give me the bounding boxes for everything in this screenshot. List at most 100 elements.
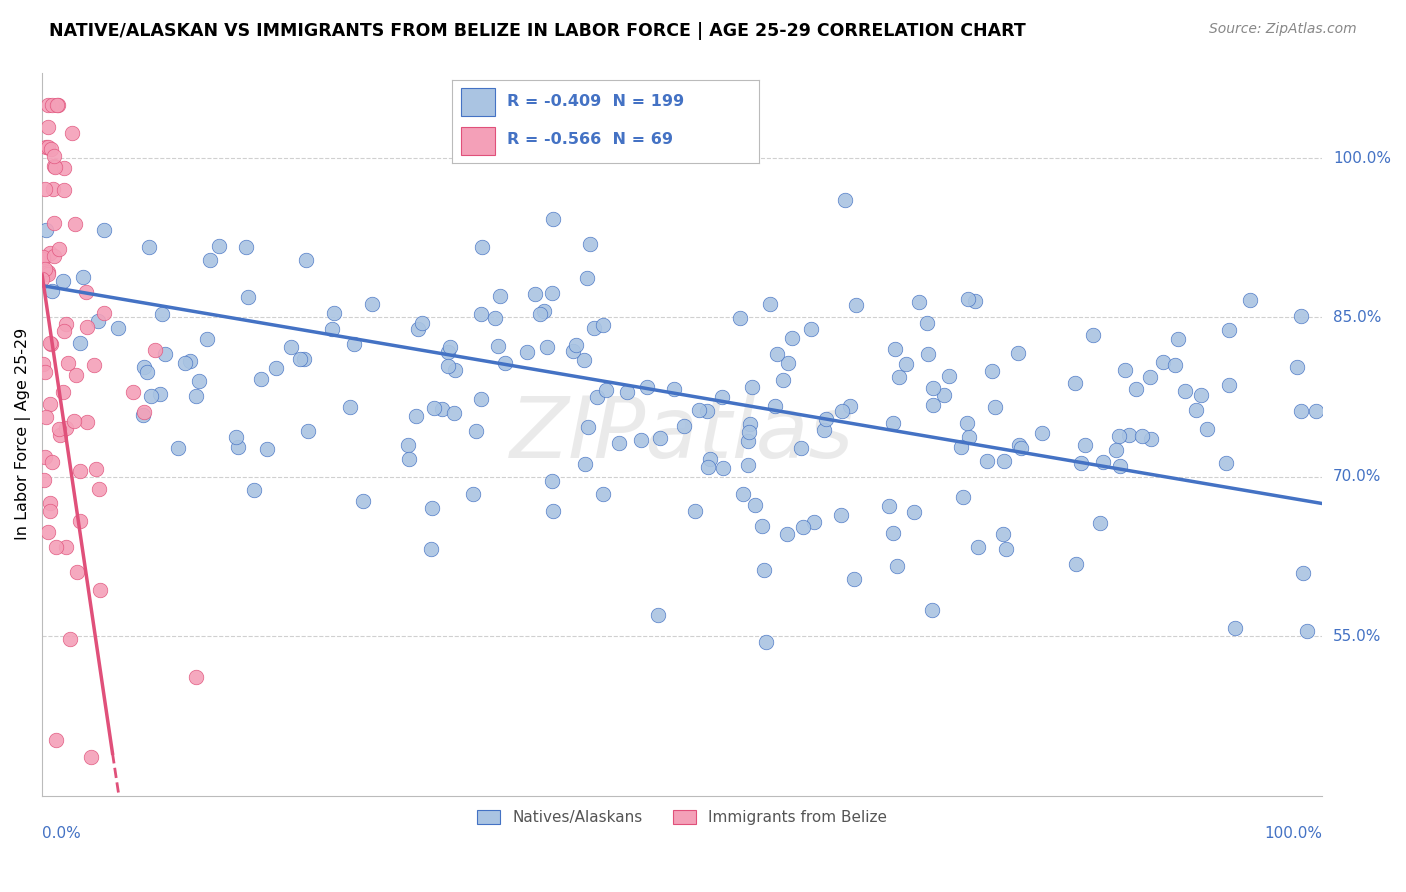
Point [688,403,710,417]
Point [772,373,794,387]
Point [1074,438,1097,452]
Point [87,314,110,328]
Point [830,508,852,523]
Point [62,414,84,428]
Point [55,317,77,331]
Point [565,338,588,352]
Point [1164,358,1187,372]
Point [34,366,56,380]
Point [740,417,762,431]
Point [63,217,86,231]
Point [38,396,60,410]
Point [39,496,62,510]
Point [1083,327,1105,342]
Point [1296,624,1319,638]
Point [696,460,718,475]
Point [42,216,65,230]
Point [1286,360,1309,375]
Text: NATIVE/ALASKAN VS IMMIGRANTS FROM BELIZE IN LABOR FORCE | AGE 25-29 CORRELATION : NATIVE/ALASKAN VS IMMIGRANTS FROM BELIZE… [49,22,1026,40]
Point [792,520,814,534]
Point [439,340,461,354]
Point [1010,442,1032,456]
Point [993,453,1015,467]
Point [38,246,60,260]
Point [486,338,509,352]
Point [437,344,460,359]
Point [295,253,318,268]
Point [41,98,63,112]
Point [339,400,361,414]
Point [134,405,156,419]
Point [1109,459,1132,474]
Point [37,120,59,135]
Point [52,324,75,338]
Point [894,357,917,371]
Point [949,440,972,454]
Point [1305,404,1327,418]
Point [76,319,98,334]
Point [965,293,987,308]
Point [195,332,218,346]
Point [776,526,799,541]
Point [917,346,939,360]
Point [32,473,55,487]
Point [280,340,302,354]
Point [41,284,63,298]
Point [166,441,188,455]
Point [420,501,443,516]
Point [406,322,429,336]
Point [45,541,67,555]
Point [55,541,77,555]
Point [533,304,555,318]
Point [53,183,76,197]
Legend: Natives/Alaskans, Immigrants from Belize: Natives/Alaskans, Immigrants from Belize [471,805,893,831]
Point [59,632,82,647]
Point [803,516,825,530]
Point [250,372,273,386]
Point [35,410,58,425]
Point [728,310,751,325]
Point [48,242,70,256]
Point [980,364,1002,378]
Point [42,181,65,195]
Point [516,344,538,359]
Point [463,487,485,501]
Point [662,382,685,396]
Point [1218,378,1240,392]
Point [90,876,112,890]
Point [69,336,91,351]
Point [31,272,53,286]
Point [42,249,65,263]
Point [685,504,707,518]
Point [37,140,59,154]
Point [673,418,696,433]
Point [1152,355,1174,369]
Point [44,159,66,173]
Point [423,401,446,415]
Point [1239,293,1261,307]
Point [957,430,980,444]
Point [984,401,1007,415]
Point [541,211,564,226]
Point [1031,426,1053,441]
Point [37,98,59,112]
Point [1167,332,1189,346]
Point [1008,438,1031,452]
Point [751,519,773,533]
Point [76,415,98,429]
Point [711,390,734,404]
Point [592,486,614,500]
Point [235,240,257,254]
Point [1105,442,1128,457]
Point [765,347,787,361]
Point [956,292,979,306]
Point [46,98,69,112]
Point [592,318,614,332]
Point [80,750,103,764]
Point [711,460,734,475]
Point [956,416,979,430]
Point [917,316,939,330]
Point [699,452,721,467]
Point [292,351,315,366]
Point [65,368,87,382]
